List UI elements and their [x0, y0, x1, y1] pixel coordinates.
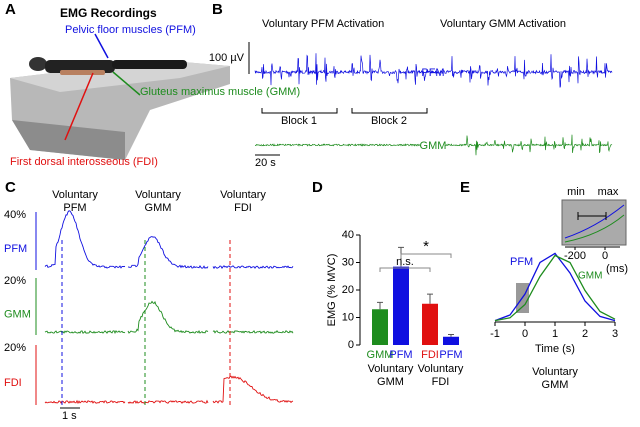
- muscle-label: Pelvic floor muscles (PFM): [65, 24, 196, 36]
- muscle-label: First dorsal interosseous (FDI): [10, 156, 158, 168]
- column-title: PFM: [63, 202, 86, 214]
- avg-trace: [44, 210, 126, 269]
- y-tick-label: 10: [342, 311, 354, 323]
- caption: Voluntary: [532, 366, 578, 378]
- panel-title: EMG Recordings: [60, 6, 157, 20]
- y-tick-label: 30: [342, 256, 354, 268]
- y-tick-label: 0: [348, 339, 354, 351]
- avg-trace: [212, 375, 294, 404]
- block-bracket: [261, 108, 428, 114]
- column-title: Voluntary: [52, 189, 98, 201]
- trace-title: Voluntary GMM Activation: [440, 18, 566, 30]
- panel-label: B: [212, 1, 223, 18]
- panel-label: E: [460, 179, 470, 196]
- column-title: GMM: [145, 202, 172, 214]
- error-bar: [377, 301, 383, 310]
- panel-label: D: [312, 179, 323, 196]
- inset-label: min: [567, 186, 585, 198]
- inset-curve: [564, 214, 625, 243]
- bar: [393, 266, 409, 345]
- category-label: PFM: [389, 349, 412, 361]
- inset-range: [577, 212, 607, 220]
- inset-tick-label: 0: [602, 250, 608, 262]
- curve: [494, 254, 616, 322]
- error-bar: [448, 334, 454, 337]
- row-label: PFM: [4, 243, 27, 255]
- group-label: GMM: [377, 376, 404, 388]
- panel-label: C: [5, 179, 16, 196]
- emg-trace: [444, 134, 613, 156]
- bar: [372, 309, 388, 345]
- category-label: PFM: [439, 349, 462, 361]
- caption: GMM: [542, 379, 569, 391]
- x-axis-label: Time (s): [535, 343, 575, 355]
- scale-label: 20%: [4, 342, 26, 354]
- avg-trace: [44, 329, 126, 334]
- group-label: FDI: [432, 376, 450, 388]
- y-tick-label: 20: [342, 284, 354, 296]
- column-title: FDI: [234, 202, 252, 214]
- block-label: Block 1: [281, 115, 317, 127]
- x-tick-label: 0: [522, 328, 528, 340]
- inset-unit: (ms): [606, 263, 628, 275]
- group-label: Voluntary: [368, 363, 414, 375]
- legend-label: PFM: [510, 256, 533, 268]
- category-label: GMM: [367, 349, 394, 361]
- y-axis-label: EMG (% MVC): [326, 254, 338, 327]
- group-label: Voluntary: [418, 363, 464, 375]
- error-bar: [427, 293, 433, 304]
- bar: [422, 303, 438, 345]
- inset: [561, 199, 627, 246]
- trace-title: Voluntary PFM Activation: [262, 18, 384, 30]
- x-tick-label: -1: [490, 328, 500, 340]
- channel-label: GMM: [420, 140, 447, 152]
- avg-trace: [212, 329, 294, 334]
- scale-label: 20 s: [255, 157, 276, 169]
- inset-tick-label: -200: [564, 250, 586, 262]
- x-tick-label: 3: [612, 328, 618, 340]
- block-label: Block 2: [371, 115, 407, 127]
- avg-trace: [127, 236, 209, 269]
- avg-trace: [127, 300, 209, 334]
- emg-trace: [254, 143, 421, 147]
- x-tick-label: 2: [582, 328, 588, 340]
- inset-label: max: [598, 186, 619, 198]
- avg-trace: [44, 399, 126, 405]
- column-title: Voluntary: [220, 189, 266, 201]
- scale-label: 40%: [4, 209, 26, 221]
- scale-label: 100 µV: [209, 52, 245, 64]
- annotation: n.s.: [396, 256, 414, 268]
- bracket: [379, 267, 431, 272]
- bracket: [400, 253, 452, 258]
- scale-label: 1 s: [62, 410, 77, 422]
- illustration: [10, 33, 230, 160]
- legend-label: GMM: [578, 271, 602, 282]
- emg-trace: [254, 53, 613, 88]
- scale-label: 20%: [4, 275, 26, 287]
- x-tick-label: 1: [552, 328, 558, 340]
- bar: [443, 336, 459, 345]
- panel-label: A: [5, 1, 16, 18]
- avg-trace: [212, 265, 294, 270]
- muscle-label: Gluteus maximus muscle (GMM): [140, 86, 300, 98]
- annotation: *: [423, 238, 429, 255]
- category-label: FDI: [421, 349, 439, 361]
- curve: [494, 252, 616, 322]
- row-label: FDI: [4, 377, 22, 389]
- avg-trace: [127, 399, 209, 404]
- row-label: GMM: [4, 308, 31, 320]
- column-title: Voluntary: [135, 189, 181, 201]
- y-tick-label: 40: [342, 229, 354, 241]
- inset-curve: [564, 204, 625, 239]
